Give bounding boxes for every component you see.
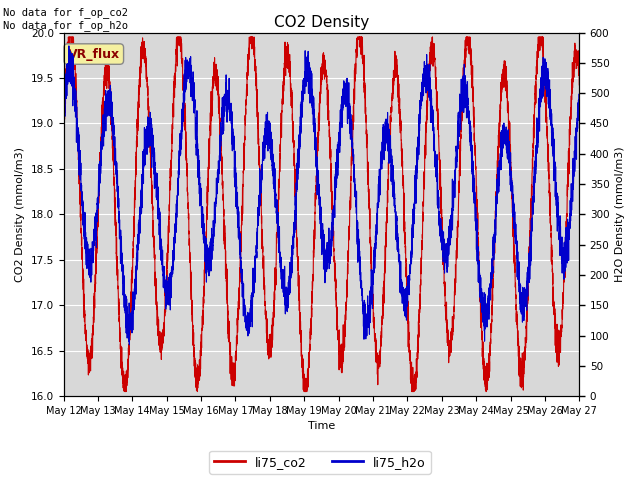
li75_co2 — [369, 291, 377, 297]
Line: li75_co2: li75_co2 — [63, 37, 579, 392]
X-axis label: Time: Time — [308, 421, 335, 432]
Legend: li75_co2, li75_h2o: li75_co2, li75_h2o — [209, 451, 431, 474]
li75_co2 — [484, 376, 492, 382]
li75_co2 — [257, 199, 264, 205]
li75_co2 — [154, 304, 161, 310]
Y-axis label: CO2 Density (mmol/m3): CO2 Density (mmol/m3) — [15, 147, 25, 282]
Y-axis label: H2O Density (mmol/m3): H2O Density (mmol/m3) — [615, 146, 625, 282]
li75_h2o — [445, 233, 452, 239]
li75_h2o — [484, 304, 492, 310]
li75_co2 — [60, 126, 67, 132]
li75_h2o — [396, 257, 403, 263]
Text: No data for f_op_co2
No data for f_op_h2o: No data for f_op_co2 No data for f_op_h2… — [3, 7, 128, 31]
li75_h2o — [575, 112, 583, 118]
li75_h2o — [369, 273, 377, 278]
li75_co2 — [65, 34, 72, 40]
li75_co2 — [396, 111, 403, 117]
li75_co2 — [575, 82, 583, 88]
li75_h2o — [154, 196, 161, 202]
li75_h2o — [60, 112, 67, 118]
li75_h2o — [257, 180, 264, 186]
Line: li75_h2o: li75_h2o — [63, 46, 579, 345]
li75_co2 — [445, 339, 452, 345]
li75_h2o — [125, 342, 133, 348]
Title: CO2 Density: CO2 Density — [274, 15, 369, 30]
Text: VR_flux: VR_flux — [68, 48, 120, 60]
li75_co2 — [121, 389, 129, 395]
li75_h2o — [65, 43, 73, 49]
